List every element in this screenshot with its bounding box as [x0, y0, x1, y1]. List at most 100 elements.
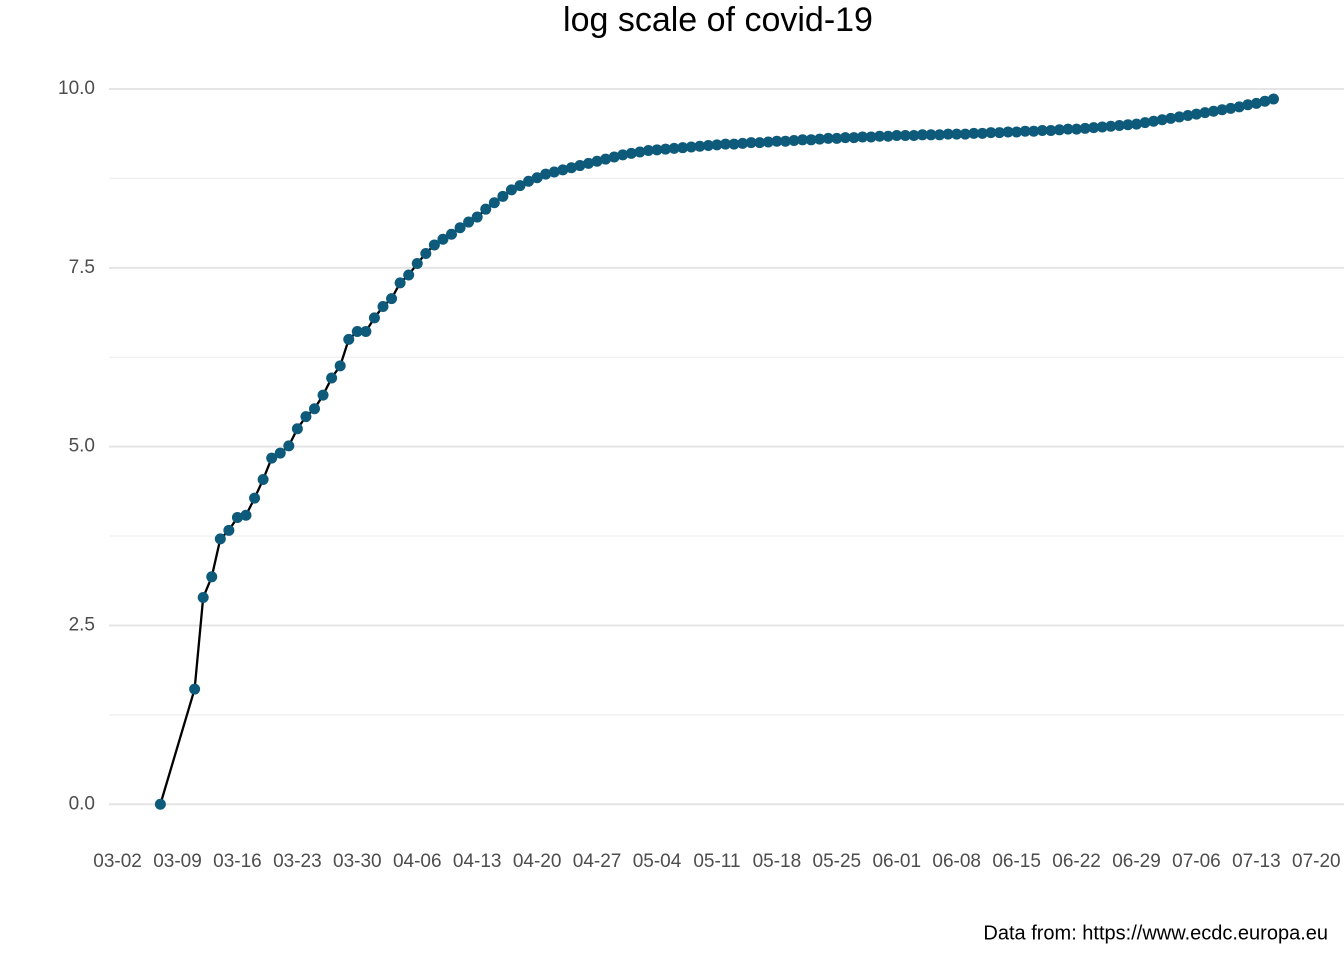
point — [805, 134, 817, 146]
y-tick-label: 2.5 — [69, 614, 95, 635]
point — [446, 228, 457, 240]
point — [206, 571, 218, 583]
x-tick-label: 06-29 — [1112, 851, 1161, 872]
point — [797, 134, 809, 146]
point — [822, 132, 834, 144]
point — [249, 492, 261, 504]
point — [625, 147, 637, 159]
point — [617, 149, 629, 161]
point — [788, 135, 800, 147]
point — [428, 239, 440, 251]
point — [899, 130, 911, 142]
point — [600, 153, 612, 165]
point — [334, 360, 346, 372]
point — [857, 131, 868, 143]
point — [197, 592, 209, 604]
point — [1122, 119, 1134, 131]
point — [908, 130, 920, 142]
point — [1208, 105, 1220, 117]
point — [608, 151, 620, 163]
point — [942, 128, 954, 140]
point — [591, 155, 603, 167]
point — [394, 277, 406, 289]
x-tick-label: 04-27 — [573, 851, 622, 872]
point — [779, 135, 791, 147]
point — [557, 164, 569, 176]
x-tick-label: 06-15 — [992, 851, 1041, 872]
point — [1011, 126, 1023, 138]
x-tick-label: 07-06 — [1172, 851, 1221, 872]
point — [865, 131, 877, 143]
point — [1250, 97, 1262, 109]
point — [762, 136, 774, 148]
point — [377, 300, 389, 312]
x-tick-label: 03-16 — [213, 851, 262, 872]
point — [283, 440, 295, 452]
point — [668, 142, 680, 154]
point — [471, 211, 483, 223]
point — [1216, 104, 1228, 116]
point — [583, 157, 594, 169]
point — [882, 130, 894, 142]
point — [565, 162, 577, 174]
y-tick-label: 10.0 — [58, 78, 95, 99]
point — [720, 138, 731, 150]
point — [266, 452, 278, 464]
point — [240, 509, 252, 521]
point — [1028, 125, 1040, 137]
point — [437, 233, 449, 245]
point — [968, 127, 980, 139]
point — [523, 175, 535, 187]
point — [1045, 125, 1057, 137]
point — [488, 197, 500, 209]
point — [1242, 99, 1254, 111]
point — [976, 127, 988, 139]
point — [934, 129, 946, 141]
point — [531, 172, 543, 184]
point — [728, 138, 740, 150]
point — [1062, 123, 1074, 135]
point — [891, 130, 903, 142]
point — [505, 184, 517, 196]
point — [1019, 125, 1031, 137]
point — [634, 146, 646, 158]
point — [189, 683, 201, 695]
point — [1190, 108, 1202, 120]
point — [574, 160, 586, 172]
point — [386, 293, 398, 305]
point — [1096, 121, 1108, 133]
caption: Data from: https://www.ecdc.europa.eu — [983, 922, 1328, 944]
point — [916, 129, 928, 141]
point — [1233, 101, 1245, 113]
y-tick-label: 7.5 — [69, 257, 95, 278]
point — [300, 411, 312, 423]
point — [771, 135, 783, 147]
point — [343, 333, 355, 345]
point — [1079, 122, 1091, 134]
point — [814, 133, 826, 145]
x-tick-label: 07-20 — [1292, 851, 1341, 872]
point — [642, 145, 654, 157]
point — [1148, 115, 1160, 127]
x-tick-label: 03-02 — [93, 851, 142, 872]
point — [351, 325, 363, 337]
point — [257, 474, 269, 486]
point — [231, 511, 243, 523]
x-tick-label: 06-22 — [1052, 851, 1101, 872]
x-tick-label: 04-13 — [453, 851, 502, 872]
point — [497, 190, 509, 202]
point — [214, 533, 226, 545]
point — [1139, 117, 1151, 129]
point — [1199, 107, 1211, 119]
point — [711, 139, 723, 151]
point — [403, 269, 415, 281]
x-tick-label: 05-04 — [633, 851, 682, 872]
point — [651, 144, 663, 156]
point — [1268, 93, 1279, 105]
x-tick-label: 05-25 — [813, 851, 862, 872]
point — [454, 222, 466, 234]
point — [874, 130, 886, 142]
point — [291, 423, 303, 435]
point — [839, 132, 851, 144]
